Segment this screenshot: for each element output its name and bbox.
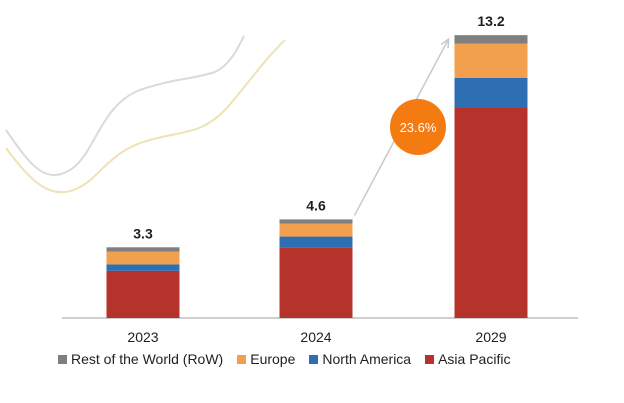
x-tick-label: 2024 <box>300 329 331 345</box>
legend: Rest of the World (RoW) Europe North Ameri… <box>58 351 524 367</box>
growth-annotation: 23.6% <box>353 37 450 216</box>
bar-total-label: 3.3 <box>133 225 153 241</box>
bar-segment <box>279 219 353 224</box>
bar-segment <box>279 223 353 237</box>
bar-segment <box>279 247 353 318</box>
bars-layer <box>62 35 578 319</box>
legend-swatch <box>58 354 67 364</box>
bar-total-label: 4.6 <box>306 197 326 213</box>
legend-item: Europe <box>237 351 295 367</box>
bar-segment <box>454 43 528 78</box>
legend-item: Rest of the World (RoW) <box>58 351 223 367</box>
legend-item: Asia Pacific <box>425 351 510 367</box>
bar-segment <box>106 247 180 252</box>
bar-segment <box>454 35 528 44</box>
legend-label: North America <box>322 351 412 367</box>
cagr-badge <box>390 99 446 155</box>
legend-swatch <box>237 354 247 364</box>
bar-segment <box>106 251 180 265</box>
legend-label: Rest of the World (RoW) <box>71 351 224 367</box>
cagr-label: 23.6% <box>400 120 437 135</box>
growth-arrow-head <box>440 37 450 49</box>
bar-segment <box>279 236 353 248</box>
legend-label: Asia Pacific <box>438 351 511 367</box>
legend-label: Europe <box>250 351 296 367</box>
bar-total-label: 13.2 <box>477 13 504 29</box>
bar-segment <box>106 270 180 318</box>
decorative-curves <box>5 35 286 194</box>
labels-layer: 3.3 2023 4.6 2024 13.2 2029 <box>127 13 506 345</box>
legend-swatch <box>309 354 319 364</box>
bar-segment <box>454 78 528 108</box>
x-tick-label: 2029 <box>475 329 506 345</box>
legend-swatch <box>425 354 435 364</box>
x-tick-label: 2023 <box>127 329 158 345</box>
legend-item: North America <box>309 351 411 367</box>
bar-segment <box>106 264 180 271</box>
bar-segment <box>454 108 528 318</box>
